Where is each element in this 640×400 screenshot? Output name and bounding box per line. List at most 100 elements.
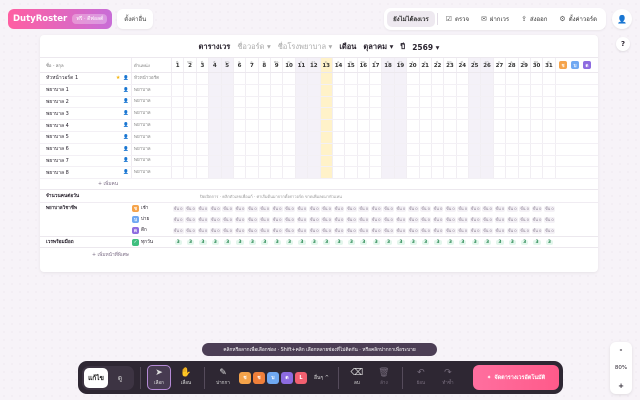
- shift-cell[interactable]: [197, 73, 210, 84]
- coverage-cell[interactable]: ขั้น 0: [345, 216, 357, 223]
- shift-cell[interactable]: [271, 143, 284, 155]
- shift-cell[interactable]: [394, 143, 408, 155]
- total-cell[interactable]: 3: [457, 239, 469, 245]
- shift-cell[interactable]: [295, 155, 309, 167]
- shift-cell[interactable]: [407, 108, 420, 120]
- shift-cell[interactable]: [172, 73, 185, 84]
- coverage-cell[interactable]: ขั้น 0: [469, 227, 481, 234]
- coverage-cell[interactable]: ขั้น 0: [382, 205, 394, 212]
- shift-cell[interactable]: [407, 96, 420, 108]
- shift-cell[interactable]: [370, 73, 383, 84]
- total-cell[interactable]: 3: [506, 239, 518, 245]
- coverage-cell[interactable]: ขั้น 0: [506, 205, 518, 212]
- shift-cell[interactable]: [494, 108, 507, 120]
- shift-cell[interactable]: [394, 73, 408, 84]
- shift-cell[interactable]: [469, 131, 482, 143]
- total-cell[interactable]: 3: [222, 239, 234, 245]
- user-icon[interactable]: 👤: [612, 9, 632, 29]
- coverage-cell[interactable]: ขั้น 0: [420, 205, 432, 212]
- shift-cell[interactable]: [283, 167, 296, 179]
- coverage-cell[interactable]: ขั้น 0: [531, 227, 543, 234]
- day-header-23[interactable]: พฤ. 23: [444, 58, 457, 72]
- coverage-cell[interactable]: ขั้น 0: [481, 205, 493, 212]
- shift-button-บ[interactable]: บ: [267, 371, 279, 384]
- shift-cell[interactable]: [209, 131, 222, 143]
- shift-cell[interactable]: [407, 167, 420, 179]
- redo-button[interactable]: ↷ ทำซ้ำ: [436, 365, 460, 390]
- coverage-cell[interactable]: ขั้น 0: [246, 216, 258, 223]
- total-cell[interactable]: 3: [358, 239, 370, 245]
- shift-cell[interactable]: [209, 143, 222, 155]
- coverage-cell[interactable]: ขั้น 0: [506, 227, 518, 234]
- shift-cell[interactable]: [543, 143, 556, 155]
- help-button[interactable]: ?: [616, 37, 630, 51]
- day-header-29[interactable]: พ. 29: [519, 58, 531, 72]
- shift-cell[interactable]: [494, 73, 507, 84]
- shift-cell[interactable]: [295, 143, 309, 155]
- coverage-cell[interactable]: ขั้น 0: [358, 216, 370, 223]
- coverage-cell[interactable]: ขั้น 0: [172, 216, 184, 223]
- shift-cell[interactable]: [382, 84, 395, 96]
- shift-cell[interactable]: [481, 84, 494, 96]
- shift-cell[interactable]: [295, 120, 309, 131]
- shift-cell[interactable]: [444, 120, 457, 131]
- coverage-cell[interactable]: ขั้น 0: [382, 227, 394, 234]
- shift-cell[interactable]: [172, 96, 185, 108]
- shift-cell[interactable]: [481, 155, 494, 167]
- total-cell[interactable]: 3: [234, 239, 246, 245]
- shift-cell[interactable]: [295, 96, 309, 108]
- shift-cell[interactable]: [531, 155, 544, 167]
- coverage-cell[interactable]: ขั้น 0: [370, 227, 382, 234]
- shift-cell[interactable]: [209, 120, 222, 131]
- shift-cell[interactable]: [531, 96, 544, 108]
- shift-cell[interactable]: [172, 131, 185, 143]
- day-header-15[interactable]: พ. 15: [345, 58, 358, 72]
- coverage-cell[interactable]: ขั้น 0: [432, 205, 444, 212]
- shift-cell[interactable]: [320, 131, 333, 143]
- shift-cell[interactable]: [420, 120, 432, 131]
- shift-cell[interactable]: [358, 120, 370, 131]
- shift-cell[interactable]: [358, 167, 370, 179]
- shift-cell[interactable]: [519, 167, 531, 179]
- coverage-cell[interactable]: ขั้น 0: [184, 227, 196, 234]
- total-cell[interactable]: 3: [184, 239, 196, 245]
- shift-cell[interactable]: [469, 155, 482, 167]
- coverage-cell[interactable]: ขั้น 0: [420, 227, 432, 234]
- day-header-14[interactable]: อ. 14: [333, 58, 346, 72]
- pan-tool[interactable]: ✋ เลื่อน: [174, 365, 198, 390]
- shift-cell[interactable]: [358, 131, 370, 143]
- undo-button[interactable]: ↶ ย้อน: [409, 365, 433, 390]
- shift-cell[interactable]: [197, 108, 210, 120]
- shift-cell[interactable]: [370, 131, 383, 143]
- shift-cell[interactable]: [234, 96, 247, 108]
- shift-cell[interactable]: [197, 120, 210, 131]
- total-cell[interactable]: 3: [395, 239, 407, 245]
- shift-cell[interactable]: [221, 131, 234, 143]
- day-header-7[interactable]: อ. 7: [246, 58, 259, 72]
- shift-cell[interactable]: [221, 108, 234, 120]
- shift-cell[interactable]: [494, 96, 507, 108]
- shift-cell[interactable]: [246, 84, 259, 96]
- shift-cell[interactable]: [295, 108, 309, 120]
- shift-cell[interactable]: [531, 108, 544, 120]
- shift-button-ช[interactable]: ช: [253, 371, 265, 384]
- shift-cell[interactable]: [531, 143, 544, 155]
- coverage-cell[interactable]: ขั้น 0: [246, 227, 258, 234]
- total-cell[interactable]: 3: [407, 239, 419, 245]
- shift-cell[interactable]: [184, 155, 197, 167]
- shift-cell[interactable]: [382, 167, 395, 179]
- shift-cell[interactable]: [370, 167, 383, 179]
- shift-cell[interactable]: [234, 73, 247, 84]
- day-header-3[interactable]: ศ. 3: [197, 58, 210, 72]
- erase-tool[interactable]: ⌫ ลบ: [345, 365, 369, 390]
- shift-cell[interactable]: [308, 167, 321, 179]
- shift-cell[interactable]: [543, 84, 556, 96]
- shift-cell[interactable]: [543, 96, 556, 108]
- shift-cell[interactable]: [345, 96, 358, 108]
- day-header-20[interactable]: จ. 20: [407, 58, 420, 72]
- day-header-4[interactable]: ส. 4: [209, 58, 222, 72]
- shift-cell[interactable]: [481, 131, 494, 143]
- shift-cell[interactable]: [432, 167, 445, 179]
- shift-cell[interactable]: [184, 108, 197, 120]
- day-header-19[interactable]: อา. 19: [394, 58, 408, 72]
